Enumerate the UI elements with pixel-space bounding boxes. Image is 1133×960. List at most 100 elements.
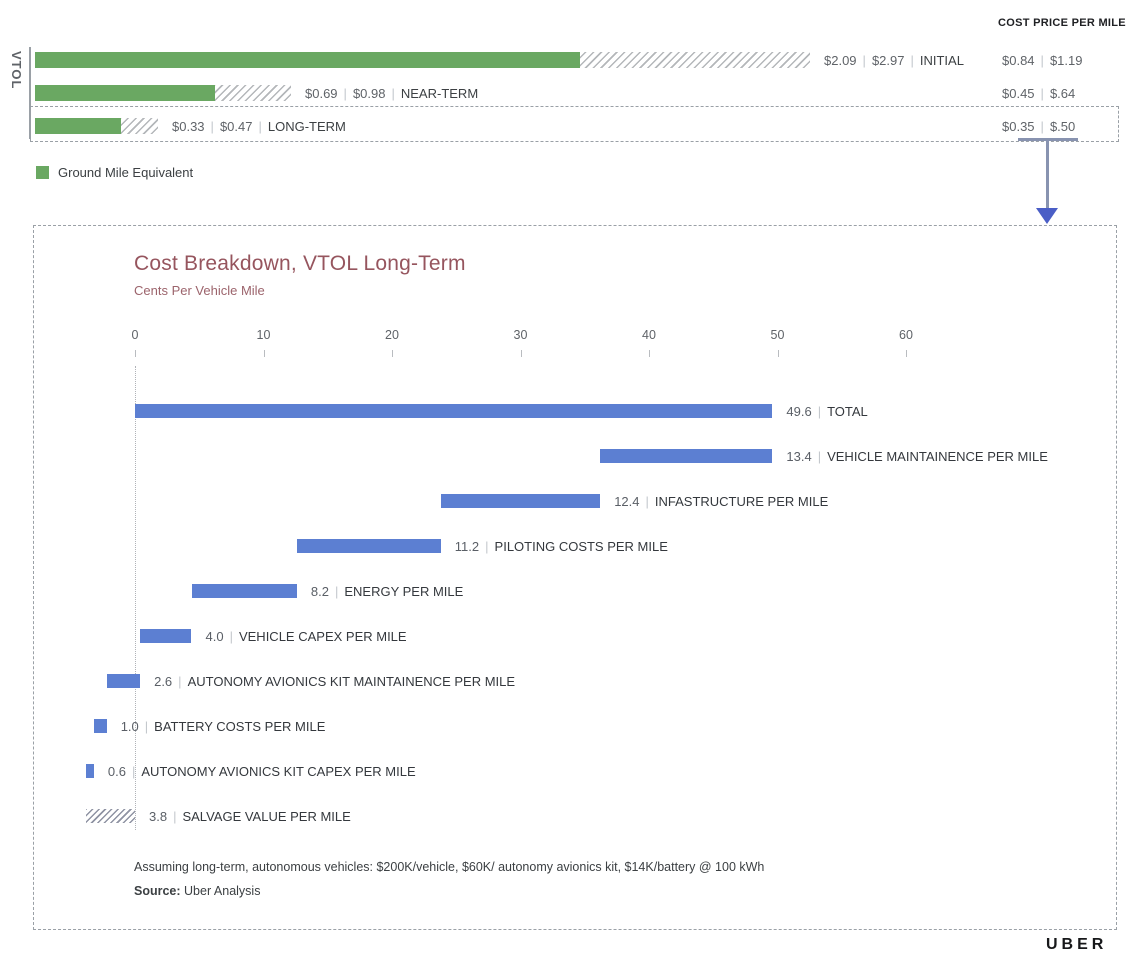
cost-price-per-mile-long-term: $0.35 | $.50: [1002, 118, 1075, 134]
separator: |: [817, 404, 822, 419]
ground-mile-equivalent-bar: [35, 52, 580, 68]
bar-annotation-vehicle-maintainence-per-mile: 13.4 | VEHICLE MAINTAINENCE PER MILE: [786, 449, 1048, 464]
right-price-value: $1.19: [1049, 53, 1083, 68]
right-cost-value: $0.45: [1002, 86, 1035, 101]
separator: |: [229, 629, 233, 644]
footnote: Assuming long-term, autonomous vehicles:…: [134, 860, 765, 874]
waterfall-bar-battery-costs-per-mile: [93, 719, 107, 733]
bar-annotation-infastructure-per-mile: 12.4 | INFASTRUCTURE PER MILE: [614, 494, 829, 509]
bar-annotation-vehicle-capex-per-mile: 4.0 | VEHICLE CAPEX PER MILE: [205, 629, 407, 644]
waterfall-bar-piloting-costs-per-mile: [296, 539, 441, 553]
separator: |: [817, 449, 822, 464]
cost-price-column-header: COST PRICE PER MILE: [998, 17, 1126, 29]
right-price-value: $.50: [1049, 119, 1076, 134]
waterfall-bar-energy-per-mile: [191, 584, 297, 598]
legend-label: Ground Mile Equivalent: [58, 165, 194, 180]
cost-price-per-mile-near-term: $0.45 | $.64: [1002, 85, 1075, 101]
separator: |: [485, 539, 489, 554]
separator: |: [178, 674, 182, 689]
bar-value: 12.4: [614, 494, 640, 509]
price-value: $0.47: [219, 119, 253, 134]
x-tick-label-40: 40: [642, 328, 656, 342]
bar-label: AUTONOMY AVIONICS KIT MAINTAINENCE PER M…: [187, 674, 516, 689]
waterfall-bar-salvage-value-per-mile: [86, 809, 135, 823]
bar-label: SALVAGE VALUE PER MILE: [182, 809, 351, 824]
right-cost-value: $0.35: [1002, 119, 1035, 134]
bar-annotation-piloting-costs-per-mile: 11.2 | PILOTING COSTS PER MILE: [454, 539, 668, 554]
total-cost-bar: [35, 52, 810, 68]
bar-annotation-total: 49.6 | TOTAL: [786, 404, 868, 419]
bar-value: 0.6: [107, 764, 126, 779]
vtol-row-long-term: $0.33 | $0.47 | LONG-TERM: [35, 118, 1133, 134]
x-tick-label-60: 60: [899, 328, 913, 342]
bar-value: 49.6: [786, 404, 812, 419]
bar-value: 8.2: [310, 584, 329, 599]
x-tick-mark-60: [906, 350, 907, 357]
right-price-value: $.64: [1049, 86, 1076, 101]
bar-label: INFASTRUCTURE PER MILE: [654, 494, 829, 509]
waterfall-bar-autonomy-avionics-kit-capex-per-mile: [86, 764, 94, 778]
separator: |: [645, 494, 649, 509]
source-label: Source:: [134, 884, 181, 898]
x-tick-mark-50: [777, 350, 779, 357]
x-tick-label-20: 20: [385, 328, 399, 342]
arrow-stem: [1046, 138, 1049, 210]
bar-label: PILOTING COSTS PER MILE: [494, 539, 668, 554]
cost-value: $2.09: [824, 53, 857, 68]
bar-value: 4.0: [205, 629, 224, 644]
source-line: Source: Uber Analysis: [134, 884, 260, 898]
category-label: INITIAL: [919, 53, 964, 68]
separator: |: [173, 809, 177, 824]
vtol-axis-label: VTOL: [9, 51, 24, 90]
chart-subtitle: Cents Per Vehicle Mile: [134, 283, 265, 298]
separator: |: [258, 119, 262, 134]
separator: |: [1040, 119, 1044, 134]
bar-label: AUTONOMY AVIONICS KIT CAPEX PER MILE: [141, 764, 416, 779]
separator: |: [144, 719, 149, 734]
bar-value: 11.2: [454, 539, 480, 554]
waterfall-bar-total: [135, 404, 773, 418]
waterfall-bar-infastructure-per-mile: [440, 494, 601, 508]
row-annotation: $0.69 | $0.98 | NEAR-TERM: [305, 85, 478, 101]
x-tick-mark-20: [392, 350, 393, 357]
ground-mile-equivalent-bar: [35, 118, 121, 134]
long-term-highlight-box: [30, 106, 1119, 142]
cost-value: $0.69: [305, 86, 338, 101]
bar-annotation-autonomy-avionics-kit-capex-per-mile: 0.6 | AUTONOMY AVIONICS KIT CAPEX PER MILE: [107, 764, 416, 779]
separator: |: [1040, 53, 1044, 68]
price-value: $0.98: [352, 86, 386, 101]
ground-mile-equivalent-swatch-icon: [36, 166, 49, 179]
x-tick-mark-40: [649, 350, 650, 357]
separator: |: [910, 53, 914, 68]
x-tick-label-0: 0: [131, 328, 139, 342]
bar-annotation-battery-costs-per-mile: 1.0 | BATTERY COSTS PER MILE: [120, 719, 326, 734]
right-cost-value: $0.84: [1002, 53, 1035, 68]
category-label: NEAR-TERM: [400, 86, 479, 101]
x-tick-label-30: 30: [513, 328, 528, 342]
vtol-row-initial: $2.09 | $2.97 | INITIAL: [35, 52, 1133, 68]
bar-value: 1.0: [120, 719, 139, 734]
x-tick-mark-10: [263, 350, 265, 357]
x-tick-mark-0: [135, 350, 136, 357]
waterfall-bar-autonomy-avionics-kit-maintainence-per-mile: [106, 674, 141, 688]
separator: |: [210, 119, 214, 134]
vtol-cost-comparison-chart: VTOL COST PRICE PER MILE $2.09 | $2.97 | INI…: [0, 0, 1133, 210]
total-cost-bar: [35, 85, 291, 101]
x-tick-label-50: 50: [770, 328, 785, 342]
chart-title: Cost Breakdown, VTOL Long-Term: [134, 252, 466, 275]
bar-value: 3.8: [149, 809, 168, 824]
bar-label: BATTERY COSTS PER MILE: [154, 719, 326, 734]
bar-annotation-salvage-value-per-mile: 3.8 | SALVAGE VALUE PER MILE: [149, 809, 351, 824]
bar-value: 2.6: [154, 674, 173, 689]
vtol-axis-line: [29, 47, 31, 139]
x-tick-mark-30: [520, 350, 522, 357]
vtol-row-near-term: $0.69 | $0.98 | NEAR-TERM: [35, 85, 1133, 101]
row-annotation: $2.09 | $2.97 | INITIAL: [824, 52, 964, 68]
cost-value: $0.33: [172, 119, 205, 134]
bar-value: 13.4: [786, 449, 812, 464]
bar-label: TOTAL: [827, 404, 868, 419]
separator: |: [862, 53, 866, 68]
x-tick-label-10: 10: [256, 328, 271, 342]
row-annotation: $0.33 | $0.47 | LONG-TERM: [172, 118, 346, 134]
